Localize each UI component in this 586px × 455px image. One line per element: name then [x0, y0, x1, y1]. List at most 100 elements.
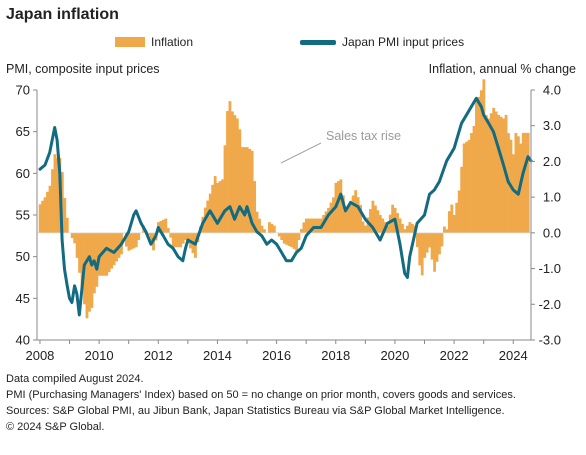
right-tick-label: -1.0 [539, 261, 561, 276]
inflation-bar [512, 154, 515, 233]
inflation-bar [75, 232, 79, 258]
inflation-bar [216, 182, 220, 233]
inflation-bar [369, 209, 372, 233]
inflation-bar [218, 181, 222, 233]
inflation-bar [112, 232, 116, 265]
right-axis-title: Inflation, annual % change [428, 62, 576, 76]
inflation-bar [169, 232, 173, 238]
inflation-bar [88, 232, 91, 312]
inflation-bar [129, 232, 133, 250]
inflation-bar [255, 211, 259, 233]
inflation-bar [166, 228, 170, 233]
inflation-bar [132, 232, 136, 249]
inflation-bar [174, 232, 178, 248]
inflation-bar [226, 111, 229, 233]
legend-item-inflation: Inflation [115, 35, 193, 49]
inflation-bar [235, 118, 239, 233]
inflation-bar [307, 218, 311, 233]
left-tick-label: 40 [16, 333, 30, 348]
inflation-bar [406, 225, 409, 233]
right-tick-label: 3.0 [543, 118, 561, 133]
note-sources: Sources: S&P Global PMI, au Jibun Bank, … [6, 405, 505, 417]
inflation-bar [443, 226, 446, 233]
inflation-bar [258, 218, 261, 233]
legend-bar-swatch [115, 37, 145, 47]
inflation-bar [487, 118, 491, 233]
inflation-bar [55, 157, 59, 233]
inflation-bar [184, 232, 187, 241]
inflation-bar [418, 232, 422, 266]
inflation-bar [445, 229, 449, 233]
inflation-bar [423, 232, 427, 258]
x-tick-label: 2024 [499, 348, 528, 363]
inflation-bar [327, 207, 330, 233]
legend-item-pmi: Japan PMI input prices [300, 35, 464, 49]
inflation-bar [295, 232, 298, 251]
inflation-bar [359, 204, 362, 233]
inflation-bar [228, 101, 232, 233]
inflation-bar [238, 129, 242, 233]
right-tick-label: 2.0 [543, 154, 561, 169]
inflation-bar [484, 115, 488, 233]
right-tick-label: 0.0 [543, 225, 561, 240]
inflation-bar [482, 79, 486, 233]
inflation-bar [80, 232, 84, 289]
inflation-bar [452, 215, 456, 233]
inflation-bar [179, 232, 183, 248]
left-tick-label: 70 [16, 83, 30, 98]
inflation-bar [211, 184, 215, 233]
inflation-bar [344, 211, 348, 233]
x-tick-label: 2012 [144, 348, 173, 363]
inflation-bar [462, 143, 466, 233]
left-tick-label: 50 [16, 249, 30, 264]
inflation-bar [248, 148, 252, 233]
x-tick-label: 2010 [85, 348, 114, 363]
inflation-bar [388, 214, 392, 233]
inflation-bar [354, 190, 358, 233]
inflation-bar [300, 229, 303, 233]
inflation-bar [164, 218, 168, 233]
inflation-bar [105, 232, 109, 276]
inflation-bar [48, 185, 52, 233]
left-axis-title: PMI, composite input prices [6, 62, 160, 76]
inflation-bar [455, 202, 459, 233]
inflation-bar [176, 232, 180, 248]
inflation-bar [317, 218, 321, 233]
inflation-bar [73, 232, 77, 244]
right-tick-label: 1.0 [543, 190, 561, 205]
inflation-bar [521, 132, 525, 233]
inflation-bar [267, 222, 271, 233]
inflation-bar [366, 217, 370, 233]
inflation-bar [312, 218, 316, 233]
inflation-bar [428, 232, 432, 248]
x-tick-label: 2008 [25, 348, 54, 363]
inflation-bar [339, 179, 343, 233]
inflation-bar [78, 232, 81, 273]
note-copyright: © 2024 S&P Global. [6, 421, 105, 433]
inflation-bar [337, 181, 340, 233]
inflation-bar [526, 132, 530, 233]
inflation-bar [250, 150, 254, 233]
inflation-bar [285, 232, 289, 245]
inflation-bar [499, 116, 503, 233]
inflation-bar [53, 154, 57, 233]
inflation-bar [415, 232, 419, 248]
inflation-bar [302, 222, 306, 233]
legend-label-pmi: Japan PMI input prices [342, 35, 465, 49]
inflation-bar [524, 132, 528, 233]
inflation-bar [346, 205, 350, 233]
inflation-bar [243, 147, 247, 233]
inflation-bar [477, 96, 481, 233]
inflation-bar [472, 125, 476, 233]
inflation-bar [102, 232, 106, 276]
note-pmi-definition: PMI (Purchasing Managers' Index) based o… [6, 389, 516, 401]
inflation-bar [159, 220, 163, 233]
inflation-bar [494, 111, 498, 233]
inflation-bar [467, 140, 471, 233]
x-tick-label: 2016 [262, 348, 291, 363]
inflation-bar [386, 225, 390, 233]
left-tick-label: 60 [16, 166, 30, 181]
inflation-bar [516, 136, 520, 233]
inflation-bar [272, 225, 276, 233]
inflation-bar [492, 108, 496, 233]
